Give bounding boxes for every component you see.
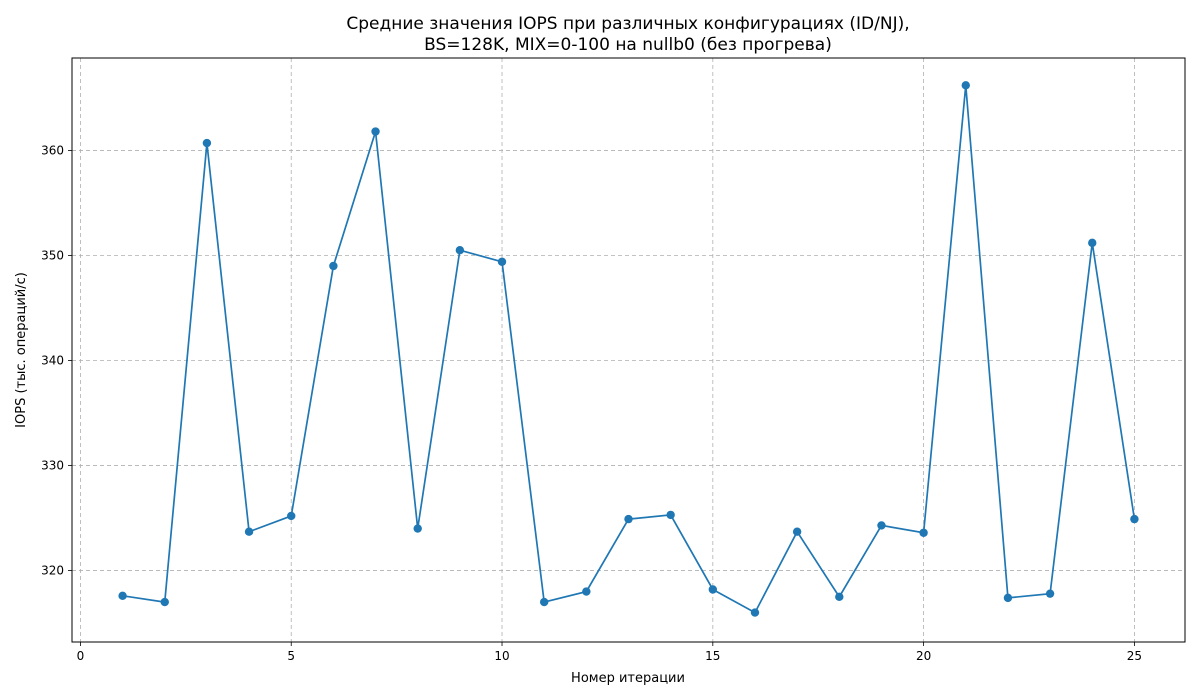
y-tick-label: 320 (41, 564, 64, 578)
y-axis-label: IOPS (тыс. операций/с) (14, 272, 29, 428)
data-point (287, 511, 296, 521)
data-point (1130, 514, 1139, 524)
x-tick-label: 15 (705, 649, 720, 663)
x-tick-label: 0 (77, 649, 85, 663)
y-tick-label: 330 (41, 459, 64, 473)
data-point (160, 597, 169, 607)
data-point (1088, 238, 1097, 248)
data-point (118, 591, 127, 600)
data-point (371, 127, 380, 136)
series-layer (118, 81, 1139, 617)
x-tick-label: 20 (916, 649, 931, 663)
data-point (624, 514, 633, 524)
data-point (1003, 593, 1013, 603)
data-point (750, 608, 760, 617)
data-point (202, 138, 212, 148)
x-axis-label: Номер итерации (571, 671, 685, 686)
series-line (122, 85, 1136, 614)
x-tick-label: 5 (287, 649, 295, 663)
chart-title-line-1: Средние значения IOPS при различных конф… (346, 14, 909, 34)
data-point (455, 246, 465, 255)
grid (72, 58, 1185, 642)
data-point (877, 521, 886, 530)
data-point (497, 257, 507, 266)
y-tick-label: 340 (41, 354, 64, 368)
data-point (582, 587, 591, 596)
chart-title-line-2: BS=128K, MIX=0-100 на nullb0 (без прогре… (424, 35, 832, 55)
data-point (961, 81, 970, 90)
axis-ticks: 0 5 10 15 20 25 320 330 340 350 360 (41, 143, 1142, 663)
data-point (539, 597, 549, 607)
y-tick-label: 350 (41, 248, 64, 262)
data-point (919, 528, 928, 537)
data-point (666, 510, 675, 520)
y-tick-label: 360 (41, 143, 64, 157)
data-point (413, 524, 422, 533)
data-point (835, 592, 844, 602)
data-point (244, 527, 254, 536)
data-point (1045, 589, 1055, 598)
x-tick-label: 25 (1127, 649, 1142, 663)
x-tick-label: 10 (494, 649, 509, 663)
plot-frame (71, 57, 1186, 643)
data-point (792, 527, 802, 536)
data-point (329, 261, 338, 271)
data-point (708, 585, 718, 594)
